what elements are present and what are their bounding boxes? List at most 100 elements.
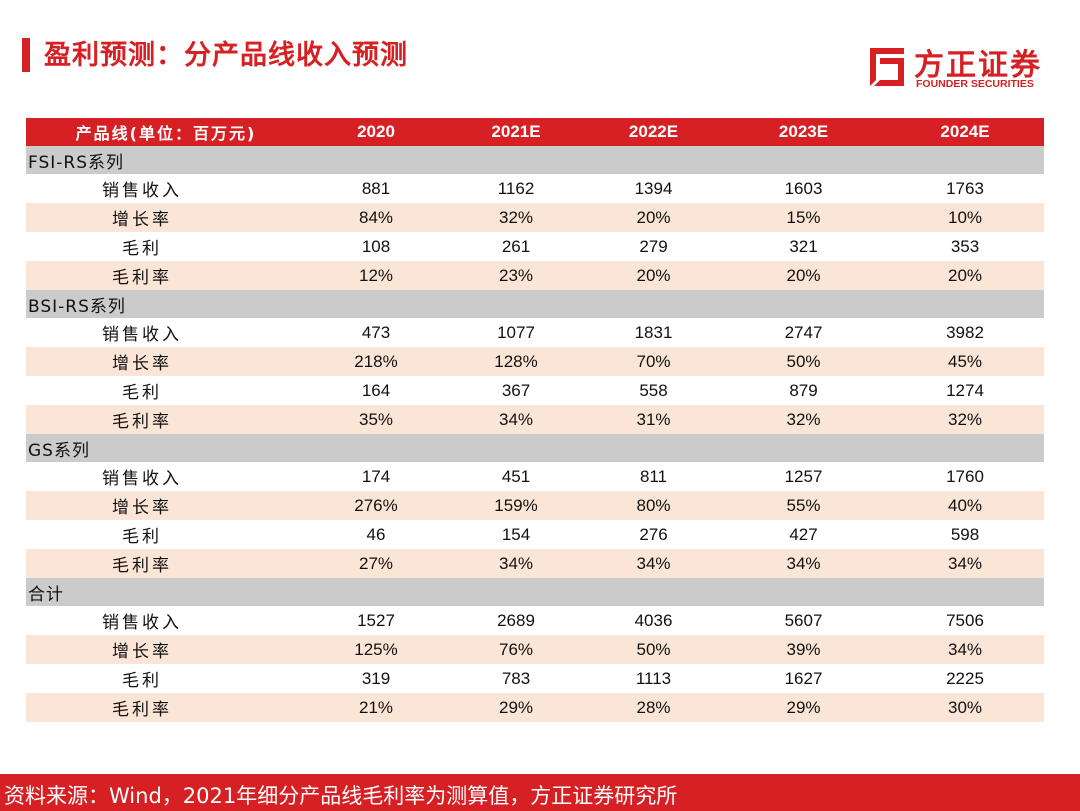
group-name: 合计: [26, 578, 1044, 606]
metric-value: 27%: [306, 549, 446, 578]
metric-value: 598: [950, 524, 980, 544]
table-row: 增长率 276% 159% 80% 55% 40%: [26, 491, 1044, 520]
metric-value: 3982: [946, 322, 984, 342]
metric-value: 159%: [446, 491, 586, 520]
metric-label: 销售收入: [102, 469, 182, 489]
metric-value: 1763: [946, 178, 984, 198]
table-row: 增长率 218% 128% 70% 50% 45%: [26, 347, 1044, 376]
logo-chinese-text: 方正证券: [914, 48, 1042, 83]
group-name: GS系列: [26, 434, 1044, 462]
metric-value: 50%: [721, 347, 886, 376]
metric-value: 1274: [946, 380, 984, 400]
metric-value: 20%: [721, 261, 886, 290]
metric-value: 34%: [886, 635, 1044, 664]
metric-label: 销售收入: [102, 325, 182, 345]
metric-value: 10%: [886, 203, 1044, 232]
header-2021e: 2021E: [446, 118, 586, 146]
metric-value: 35%: [306, 405, 446, 434]
table-row: 毛利率 35% 34% 31% 32% 32%: [26, 405, 1044, 434]
metric-value: 558: [639, 380, 668, 400]
metric-value: 125%: [306, 635, 446, 664]
metric-value: 261: [501, 236, 531, 256]
table-row: 销售收入 881 1162 1394 1603 1763: [26, 174, 1044, 203]
metric-value: 1162: [497, 178, 535, 198]
metric-value: 32%: [886, 405, 1044, 434]
table-row: 毛利率 21% 29% 28% 29% 30%: [26, 693, 1044, 722]
metric-value: 783: [501, 668, 531, 688]
metric-label: 毛利: [122, 527, 162, 547]
table-row: 毛利 164 367 558 879 1274: [26, 376, 1044, 405]
metric-label: 销售收入: [102, 613, 182, 633]
metric-value: 55%: [721, 491, 886, 520]
metric-value: 2747: [784, 322, 823, 342]
group-row: FSI-RS系列: [26, 146, 1044, 174]
group-row: GS系列: [26, 434, 1044, 462]
metric-value: 5607: [784, 610, 823, 630]
metric-label: 增长率: [26, 491, 306, 520]
table-row: 增长率 125% 76% 50% 39% 34%: [26, 635, 1044, 664]
table-row: 毛利 46 154 276 427 598: [26, 520, 1044, 549]
metric-value: 451: [501, 466, 531, 486]
metric-value: 276%: [306, 491, 446, 520]
metric-value: 174: [361, 466, 391, 486]
metric-value: 1394: [634, 178, 673, 198]
metric-value: 7506: [946, 610, 984, 630]
metric-value: 276: [639, 524, 668, 544]
metric-value: 28%: [586, 693, 721, 722]
metric-value: 84%: [306, 203, 446, 232]
header-2024e: 2024E: [886, 118, 1044, 146]
metric-value: 367: [501, 380, 531, 400]
metric-value: 30%: [886, 693, 1044, 722]
metric-value: 80%: [586, 491, 721, 520]
header-product-line: 产品线(单位：百万元): [26, 118, 306, 146]
group-name: FSI-RS系列: [26, 146, 1044, 174]
table-header-row: 产品线(单位：百万元) 2020 2021E 2022E 2023E 2024E: [26, 118, 1044, 146]
metric-value: 12%: [306, 261, 446, 290]
founder-logo-icon: [870, 48, 904, 86]
metric-label: 毛利: [122, 383, 162, 403]
logo-english-text: FOUNDER SECURITIES: [916, 78, 1034, 90]
metric-value: 473: [361, 322, 391, 342]
header-2023e: 2023E: [721, 118, 886, 146]
metric-label: 毛利率: [26, 405, 306, 434]
metric-value: 128%: [446, 347, 586, 376]
metric-value: 34%: [886, 549, 1044, 578]
metric-label: 毛利率: [26, 693, 306, 722]
table-row: 销售收入 473 1077 1831 2747 3982: [26, 318, 1044, 347]
metric-value: 32%: [721, 405, 886, 434]
metric-value: 811: [639, 466, 668, 486]
metric-value: 39%: [721, 635, 886, 664]
metric-value: 319: [361, 668, 391, 688]
metric-value: 1257: [784, 466, 823, 486]
metric-value: 21%: [306, 693, 446, 722]
metric-value: 34%: [721, 549, 886, 578]
metric-label: 毛利: [122, 671, 162, 691]
metric-label: 毛利率: [26, 549, 306, 578]
metric-value: 353: [950, 236, 980, 256]
group-name: BSI-RS系列: [26, 290, 1044, 318]
metric-value: 20%: [586, 203, 721, 232]
metric-value: 31%: [586, 405, 721, 434]
source-footer: 资料来源：Wind，2021年细分产品线毛利率为测算值，方正证券研究所: [0, 774, 1080, 811]
metric-value: 164: [361, 380, 391, 400]
metric-value: 1603: [784, 178, 823, 198]
metric-label: 增长率: [26, 635, 306, 664]
metric-value: 218%: [306, 347, 446, 376]
metric-value: 46: [366, 524, 386, 544]
table-row: 毛利率 12% 23% 20% 20% 20%: [26, 261, 1044, 290]
metric-value: 2225: [946, 668, 984, 688]
metric-value: 154: [501, 524, 531, 544]
founder-securities-logo: 方正证券 FOUNDER SECURITIES: [862, 40, 1052, 96]
metric-value: 15%: [721, 203, 886, 232]
metric-value: 881: [361, 178, 391, 198]
metric-value: 108: [361, 236, 391, 256]
metric-value: 20%: [886, 261, 1044, 290]
metric-label: 增长率: [26, 203, 306, 232]
metric-value: 1113: [635, 668, 672, 688]
table-body: FSI-RS系列 销售收入 881 1162 1394 1603 1763 增长率 84% 32%…: [26, 146, 1044, 722]
page-title: 盈利预测：分产品线收入预测: [44, 40, 408, 71]
metric-value: 321: [789, 236, 818, 256]
metric-value: 34%: [446, 405, 586, 434]
table-row: 毛利 319 783 1113 1627 2225: [26, 664, 1044, 693]
metric-value: 1527: [357, 610, 395, 630]
